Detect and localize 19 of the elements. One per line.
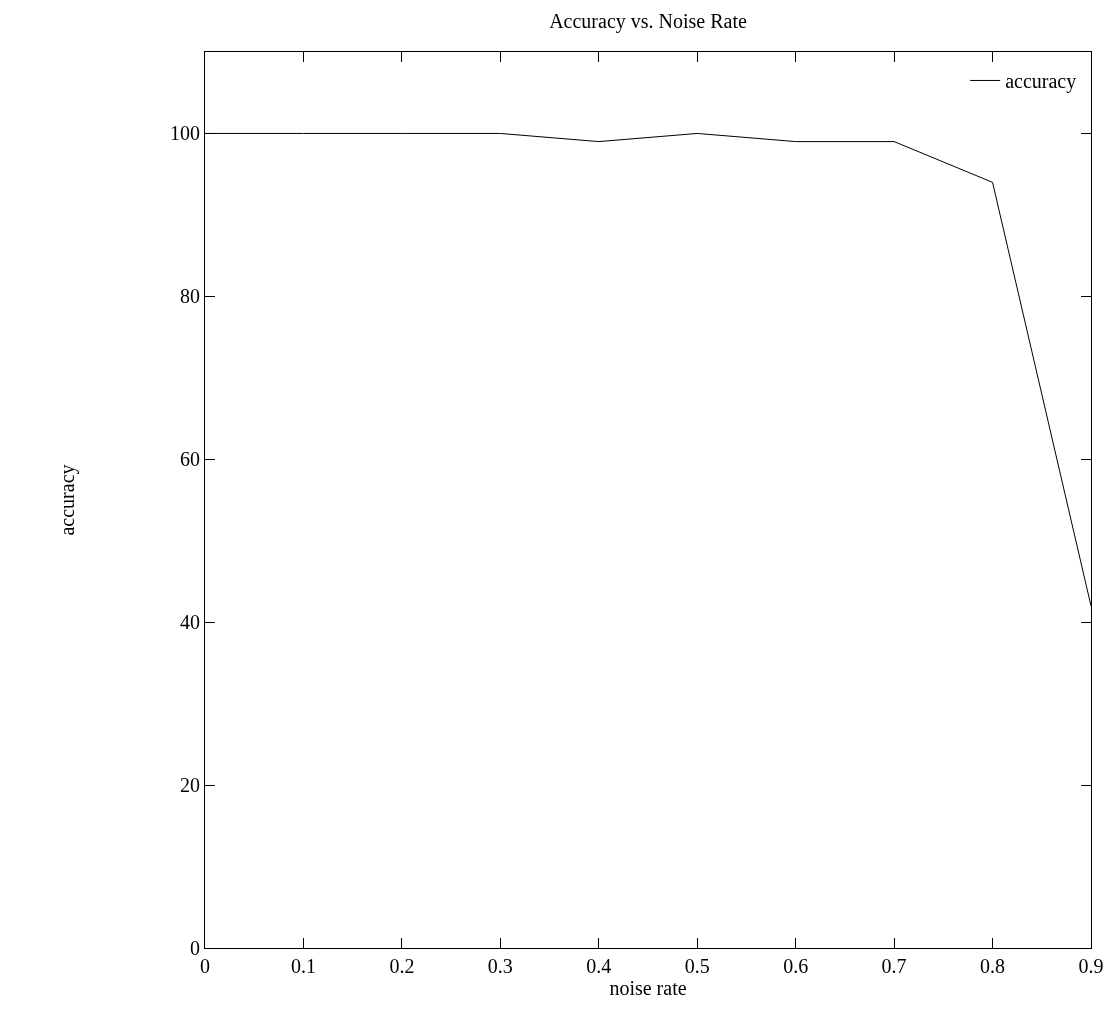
x-tick-label: 0.3 (487, 955, 513, 977)
y-axis-title: accuracy (55, 464, 79, 536)
y-tick-label: 60 (180, 448, 200, 471)
x-tick-label: 0.4 (586, 955, 612, 977)
y-tick-label: 0 (190, 937, 200, 959)
x-tick-label: 0.8 (980, 955, 1006, 977)
x-axis-title: noise rate (609, 977, 687, 999)
x-tick-label: 0.7 (881, 955, 907, 977)
x-tick-label: 0.2 (389, 955, 415, 977)
x-tick-label: 0.1 (290, 955, 316, 977)
legend-label: accuracy (1005, 70, 1077, 94)
y-tick-label: 100 (170, 122, 200, 145)
x-tick-label: 0.5 (684, 955, 710, 977)
y-tick-label: 80 (180, 285, 200, 308)
x-tick-label: 0.9 (1078, 955, 1104, 977)
y-tick-label: 40 (180, 611, 200, 634)
x-tick-label: 0.6 (783, 955, 809, 977)
y-tick-label: 20 (180, 774, 200, 797)
chart-title: Accuracy vs. Noise Rate (549, 10, 747, 33)
